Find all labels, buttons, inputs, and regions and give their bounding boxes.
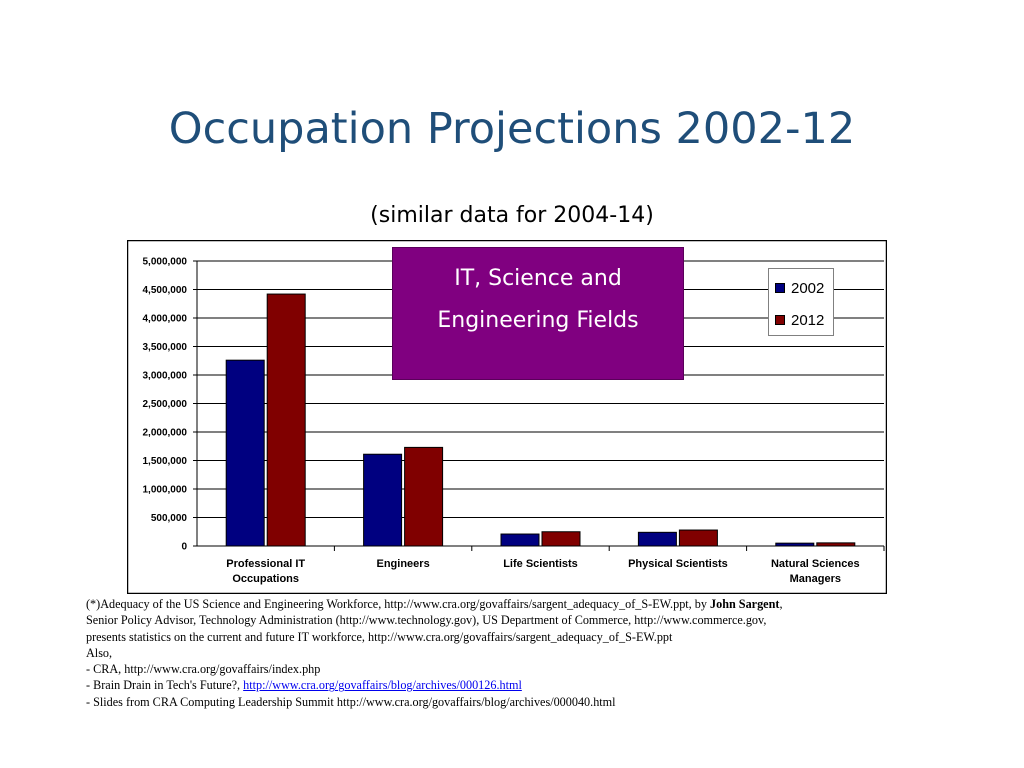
legend-item-2012: 2012 [775, 311, 824, 329]
y-tick-label: 3,000,000 [143, 371, 188, 382]
callout-box: IT, Science and Engineering Fields [392, 247, 684, 380]
note-line: - Slides from CRA Computing Leadership S… [86, 694, 616, 709]
x-category-label: Managers [790, 573, 841, 585]
brain-drain-link[interactable]: http://www.cra.org/govaffairs/blog/archi… [243, 678, 522, 693]
references-notes: (*)Adequacy of the US Science and Engine… [86, 596, 966, 710]
x-category-label: Life Scientists [503, 558, 578, 570]
x-category-label: Professional IT [226, 558, 305, 570]
bar-2002 [225, 359, 265, 547]
slide-subtitle: (similar data for 2004-14) [370, 203, 654, 228]
y-tick-label: 2,000,000 [143, 428, 188, 439]
bar-2002 [500, 533, 540, 547]
bar-2002 [775, 542, 815, 547]
chart-legend: 2002 2012 [768, 268, 834, 336]
note-line: (*)Adequacy of the US Science and Engine… [86, 596, 966, 612]
note-author: John Sargent [710, 597, 780, 611]
note-line: Also, [86, 645, 113, 660]
legend-item-2002: 2002 [775, 279, 824, 297]
legend-swatch-2002 [775, 283, 785, 293]
bar-2002 [637, 531, 677, 547]
y-tick-label: 1,000,000 [143, 485, 188, 496]
y-tick-label: 0 [181, 542, 187, 553]
x-category-label: Natural Sciences [771, 558, 860, 570]
legend-label-2012: 2012 [791, 311, 825, 329]
bar-2012 [678, 529, 718, 547]
y-tick-label: 1,500,000 [143, 456, 188, 467]
x-category-label: Occupations [232, 573, 299, 585]
note-line: - Brain Drain in Tech's Future?, http://… [86, 677, 966, 693]
bar-2012 [541, 531, 581, 547]
x-category-label: Engineers [377, 558, 430, 570]
y-tick-label: 3,500,000 [143, 342, 188, 353]
y-tick-label: 4,500,000 [143, 285, 188, 296]
callout-line-2: Engineering Fields [437, 308, 639, 333]
callout-line-1: IT, Science and [454, 266, 622, 291]
note-text: , [779, 597, 783, 611]
note-line: Senior Policy Advisor, Technology Admini… [86, 613, 767, 628]
y-tick-label: 4,000,000 [143, 314, 188, 325]
legend-label-2002: 2002 [791, 279, 825, 297]
bar-2012 [816, 542, 856, 547]
bar-2012 [266, 293, 306, 547]
slide-title: Occupation Projections 2002-12 [168, 104, 856, 154]
note-text: - Brain Drain in Tech's Future?, [86, 678, 244, 693]
y-tick-label: 5,000,000 [143, 257, 188, 268]
bar-2002 [363, 453, 403, 547]
note-line: - CRA, http://www.cra.org/govaffairs/ind… [86, 662, 321, 677]
y-tick-label: 2,500,000 [143, 399, 188, 410]
note-text: (*)Adequacy of the US Science and Engine… [86, 597, 711, 611]
y-tick-label: 500,000 [151, 513, 188, 524]
legend-swatch-2012 [775, 315, 785, 325]
bar-2012 [404, 446, 444, 547]
x-category-label: Physical Scientists [628, 558, 728, 570]
note-line: presents statistics on the current and f… [86, 629, 673, 644]
